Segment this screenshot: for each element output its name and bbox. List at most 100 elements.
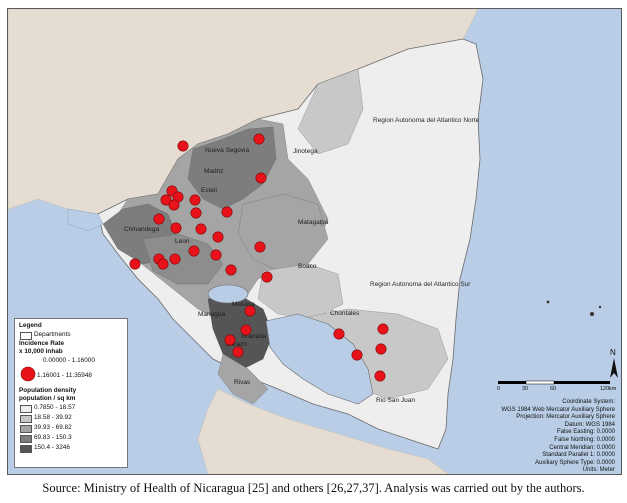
label-esteli: Esteli: [201, 187, 217, 194]
density-swatch-5: [20, 445, 32, 453]
label-nueva-segovia: Nueva Segovia: [205, 147, 249, 154]
label-boaco: Boaco: [298, 263, 317, 270]
incidence-point: [375, 343, 387, 355]
incidence-point: [244, 305, 256, 317]
incidence-point: [129, 258, 141, 270]
incidence-point: [153, 213, 165, 225]
scale-tick-0: 0: [497, 386, 501, 392]
incidence-point: [255, 172, 267, 184]
scale-tick-30: 30: [522, 386, 529, 392]
incidence-point: [221, 206, 233, 218]
meta-line: Central Meridian: 0.0000: [549, 444, 615, 451]
label-masaya: Masaya: [232, 301, 255, 308]
scale-bar: 0 30 60 120 km: [497, 380, 617, 400]
label-carazo: Carazo: [226, 341, 247, 348]
incidence-point: [377, 323, 389, 335]
island: [546, 300, 550, 304]
density-class-5: 150.4 - 3246: [34, 444, 70, 451]
density-zone-raan-west: [297, 68, 364, 155]
density-class-1: 0.7850 - 18.57: [34, 404, 76, 411]
incidence-point: [212, 231, 224, 243]
incidence-point: [254, 241, 266, 253]
label-jinotega: Jinotega: [293, 148, 318, 155]
projection-metadata: Coordinate System: WGS 1984 Web Mercator…: [449, 399, 615, 474]
scale-unit: km: [609, 386, 617, 392]
density-class-2: 18.58 - 39.92: [34, 414, 72, 421]
scale-tick-120: 120: [600, 386, 610, 392]
density-zone-highlands: [187, 126, 277, 210]
meta-line: Projection: Mercator Auxiliary Sphere: [516, 414, 615, 421]
density-swatch-4: [20, 435, 32, 443]
incidence-point: [195, 223, 207, 235]
meta-line: WGS 1984 Web Mercator Auxiliary Sphere: [501, 406, 615, 413]
label-chinandega: Chinandega: [124, 226, 159, 233]
figure-caption: Source: Ministry of Health of Nicaragua …: [42, 481, 585, 495]
incidence-point: [169, 253, 181, 265]
costa-rica-land: [197, 388, 449, 474]
incidence-point: [188, 245, 200, 257]
meta-line: Standard Parallel 1: 0.0000: [542, 452, 615, 459]
density-class-3: 39.93 - 69.82: [34, 424, 72, 431]
legend-incidence-title: Incidence Rate: [19, 340, 65, 347]
density-class-4: 69.83 - 150.3: [34, 434, 72, 441]
incidence-point: [210, 249, 222, 261]
incidence-point: [168, 199, 180, 211]
legend-incidence-subtitle: x 10,000 inhab: [19, 348, 63, 355]
departments-swatch: [20, 332, 32, 340]
meta-line: Datum: WGS 1984: [564, 421, 615, 428]
north-arrow-icon: N: [604, 346, 621, 382]
density-swatch-3: [20, 425, 32, 433]
incidence-point: [253, 133, 265, 145]
lake-nicaragua: [265, 313, 374, 405]
incidence-point: [160, 194, 172, 206]
legend-incidence-high: 1.16001 - 11.35948: [37, 372, 92, 379]
incidence-point: [333, 328, 345, 340]
scale-bar-graphic: [498, 380, 610, 385]
legend-density-title: Population density: [19, 387, 77, 394]
label-matagalpa: Matagalpa: [298, 219, 329, 226]
island: [590, 312, 594, 316]
incidence-point: [240, 324, 252, 336]
incidence-point: [170, 222, 182, 234]
incidence-points: [129, 133, 389, 382]
high-incidence-symbol-icon: [20, 366, 36, 382]
label-managua: Managua: [198, 311, 225, 318]
legend-departments: Departments: [34, 331, 71, 338]
label-leon: Leon: [175, 238, 190, 245]
density-zone-managua: [207, 293, 274, 370]
incidence-point: [224, 334, 236, 346]
incidence-point: [351, 349, 363, 361]
incidence-point: [261, 271, 273, 283]
label-rivas: Rivas: [234, 379, 251, 386]
meta-line: Coordinate System:: [562, 399, 615, 405]
density-zone-leon: [142, 233, 224, 285]
legend-title: Legend: [19, 322, 42, 329]
map-legend: Legend Departments Incidence Rate x 10,0…: [14, 318, 128, 468]
incidence-point: [189, 194, 201, 206]
island: [598, 305, 602, 309]
meta-line: False Northing: 0.0000: [554, 436, 615, 443]
incidence-point: [177, 140, 189, 152]
label-raan: Region Autonoma del Atlantico Norte: [373, 117, 480, 124]
incidence-point: [225, 264, 237, 276]
meta-line: Auxiliary Sphere Type: 0.0000: [535, 459, 615, 466]
incidence-point: [157, 258, 169, 270]
label-chontales: Chontales: [330, 310, 360, 317]
north-letter: N: [610, 348, 616, 357]
legend-density-subtitle: population / sq km: [19, 395, 76, 402]
incidence-point: [190, 207, 202, 219]
label-rio-san-juan: Rio San Juan: [376, 397, 415, 404]
density-zone-boaco: [257, 263, 344, 320]
density-swatch-2: [20, 415, 32, 423]
lake-managua: [207, 284, 249, 304]
legend-incidence-low: 0.00000 - 1.16000: [43, 357, 95, 364]
scale-tick-60: 60: [550, 386, 557, 392]
incidence-point: [374, 370, 386, 382]
label-raas: Region Autonoma del Atlantico Sur: [370, 281, 471, 288]
density-swatch-1: [20, 405, 32, 413]
incidence-point: [232, 346, 244, 358]
label-madriz: Madriz: [204, 168, 224, 175]
meta-line: Units: Meter: [582, 467, 615, 474]
meta-line: False Easting: 0.0000: [556, 429, 615, 436]
density-zone-rivas: [217, 353, 269, 405]
